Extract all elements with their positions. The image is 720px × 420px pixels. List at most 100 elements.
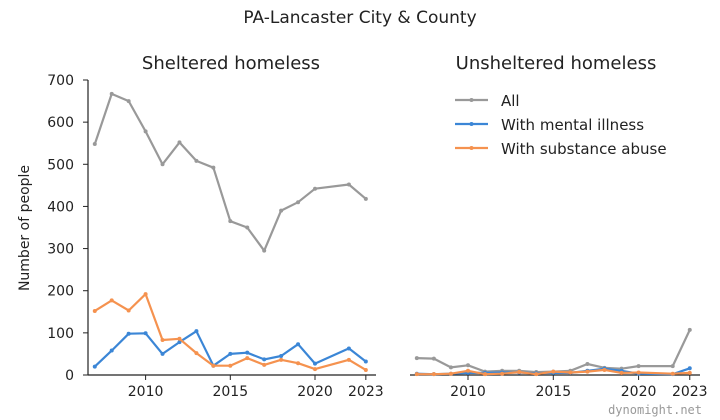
y-tick-label: 600 [47, 115, 74, 131]
x-tick-label: 2010 [450, 384, 486, 400]
y-tick-label: 100 [47, 326, 74, 342]
data-point [160, 351, 165, 356]
y-tick-label: 400 [47, 199, 74, 215]
data-point [636, 370, 641, 375]
data-point [228, 219, 233, 224]
data-point [245, 225, 250, 230]
legend-swatch-marker [469, 146, 474, 150]
data-point [228, 351, 233, 356]
data-point [92, 142, 97, 147]
data-point [670, 364, 675, 369]
data-point [687, 366, 692, 371]
data-point [245, 350, 250, 355]
data-point [363, 367, 368, 372]
series-line-with-substance-abuse [93, 293, 367, 371]
data-point [585, 362, 590, 367]
data-point [228, 363, 233, 368]
data-point [279, 354, 284, 359]
data-point [363, 196, 368, 201]
data-point [687, 370, 692, 375]
data-point [483, 372, 488, 377]
x-tick-label: 2020 [297, 384, 333, 400]
data-point [177, 336, 182, 341]
data-point [109, 298, 114, 303]
data-point [109, 348, 114, 353]
legend-label: All [501, 92, 520, 110]
data-point [143, 292, 148, 297]
data-point [346, 346, 351, 351]
data-point [262, 357, 267, 362]
data-point [245, 356, 250, 361]
data-point [551, 369, 556, 374]
data-point [414, 372, 419, 377]
x-tick-label: 2010 [128, 384, 164, 400]
panel-title-sheltered: Sheltered homeless [142, 53, 320, 74]
legend: All With mental illness With substance abu… [455, 92, 667, 158]
data-point [568, 370, 573, 375]
data-point [448, 371, 453, 376]
data-point [194, 329, 199, 334]
legend-swatch-marker [469, 122, 474, 126]
y-tick-label: 700 [47, 73, 74, 89]
data-point [346, 182, 351, 187]
data-point [126, 308, 131, 313]
data-point [126, 99, 131, 104]
panel-sheltered: 2010 2015 2020 2023 0 100 200 300 400 500 600 700 [47, 73, 383, 400]
data-point [194, 351, 199, 356]
y-tick-label: 200 [47, 284, 74, 300]
data-point [296, 342, 301, 347]
panel-unsheltered: 2010 2015 2020 2023 [410, 327, 708, 400]
data-point [313, 361, 318, 366]
data-point [500, 371, 505, 376]
panel-title-unsheltered: Unsheltered homeless [456, 53, 657, 74]
data-point [143, 129, 148, 134]
data-point [109, 91, 114, 96]
data-point [363, 359, 368, 364]
data-point [126, 331, 131, 336]
data-point [414, 356, 419, 361]
data-point [296, 361, 301, 366]
data-point [177, 340, 182, 345]
data-point [160, 338, 165, 343]
legend-label: With substance abuse [501, 140, 667, 158]
y-tick-label: 300 [47, 242, 74, 258]
chart-title: PA-Lancaster City & County [243, 8, 476, 28]
data-point [670, 371, 675, 376]
data-point [313, 186, 318, 191]
data-point [602, 367, 607, 372]
data-point [143, 331, 148, 336]
data-point [585, 369, 590, 374]
data-point [177, 140, 182, 145]
data-point [346, 357, 351, 362]
data-point [296, 200, 301, 205]
data-point [211, 363, 216, 368]
y-tick-label: 500 [47, 157, 74, 173]
data-point [92, 364, 97, 369]
data-point [534, 372, 539, 377]
data-point [619, 370, 624, 375]
series-line-all [415, 328, 691, 374]
data-point [279, 357, 284, 362]
data-point [279, 208, 284, 213]
y-axis-label: Number of people [17, 165, 33, 291]
data-point [466, 363, 470, 368]
data-point [687, 327, 692, 332]
data-point [313, 367, 318, 372]
x-tick-label: 2023 [672, 384, 708, 400]
x-tick-label: 2020 [621, 384, 657, 400]
y-tick-label: 0 [65, 368, 74, 384]
data-point [160, 162, 165, 167]
data-point [448, 365, 453, 370]
data-point [92, 308, 97, 313]
data-point [466, 368, 470, 373]
series-line-with-mental-illness [93, 330, 367, 368]
data-point [636, 364, 641, 369]
legend-label: With mental illness [501, 116, 644, 134]
series-line-with-substance-abuse [415, 368, 691, 376]
watermark: dynomight.net [608, 403, 702, 417]
x-tick-label: 2015 [535, 384, 571, 400]
series-line-all [93, 92, 367, 252]
x-tick-label: 2015 [212, 384, 248, 400]
legend-swatch-marker [469, 98, 474, 102]
